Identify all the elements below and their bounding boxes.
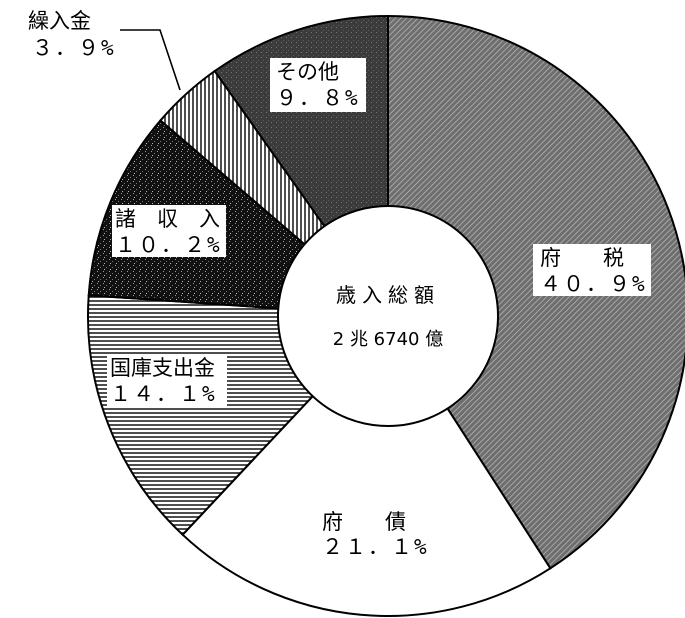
slice-value-kokko: １４．１% (110, 382, 217, 406)
slice-value-fuzei: ４０．９% (540, 272, 647, 296)
center-hole (277, 205, 499, 427)
label-bg-kokko (107, 355, 227, 407)
label-bg-sonota (270, 58, 366, 112)
slice-value-kurikomi: ３．９% (32, 36, 116, 60)
slice-value-sonota: ９．８% (276, 86, 360, 110)
label-bg-shoshunyu (112, 205, 226, 257)
label-bg-fuzei (533, 244, 651, 296)
slice-label-kokko: 国庫支出金 (110, 356, 215, 380)
slice-label-fuzei: 府 税 (540, 246, 624, 270)
slice-value-fusai: ２１．１% (322, 535, 429, 559)
leader-line-kurikomi (120, 29, 181, 91)
center-total: 2 兆 6740 億 (333, 329, 443, 350)
pie-slice-fusai (181, 314, 552, 617)
slice-label-fusai: 府 債 (322, 510, 406, 534)
slice-label-kurikomi: 繰入金 (28, 9, 91, 33)
slice-label-shoshunyu: 諸 収 入 (115, 207, 220, 231)
slice-label-sonota: その他 (276, 60, 339, 84)
slice-value-shoshunyu: １０．２% (115, 233, 222, 257)
center-title: 歳入総額 (336, 283, 440, 307)
